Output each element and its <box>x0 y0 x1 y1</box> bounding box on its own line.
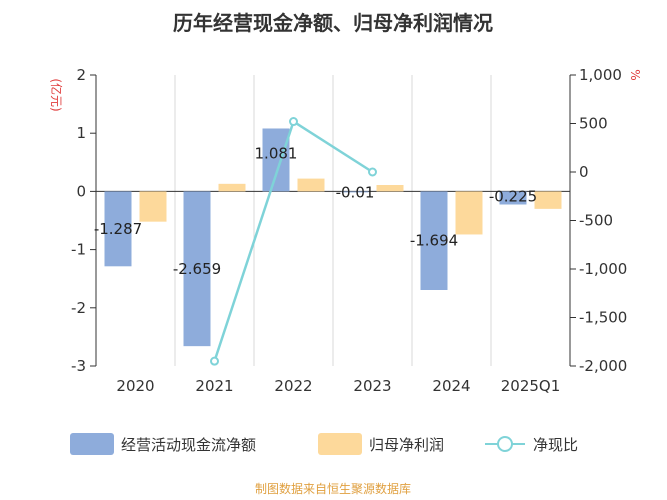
data-label-cashflow: -1.694 <box>410 232 458 250</box>
bar-profit[interactable] <box>376 184 404 192</box>
left-tick-label: 2 <box>76 66 86 84</box>
category-label: 2025Q1 <box>501 377 561 395</box>
ratio-line-segment <box>213 121 295 362</box>
chart-title: 历年经营现金净额、归母净利润情况 <box>173 11 493 35</box>
legend-marker-ratio <box>497 436 513 452</box>
data-label-cashflow: -2.659 <box>173 260 221 278</box>
ratio-point[interactable] <box>210 356 219 366</box>
grid-lines <box>95 75 571 366</box>
bar-cashflow[interactable] <box>183 191 211 347</box>
bar-cashflow[interactable] <box>341 191 369 193</box>
right-tick-label: -2,000 <box>579 357 627 375</box>
legend-swatch-profit <box>318 433 362 455</box>
left-axis-unit: (亿元) <box>49 78 64 111</box>
right-tick-label: 1,000 <box>579 66 622 84</box>
legend: 经营活动现金流净额 归母净利润 净现比 <box>70 433 578 455</box>
right-tick-label: 500 <box>579 115 608 133</box>
category-label: 2020 <box>116 377 154 395</box>
data-label-cashflow: -1.287 <box>94 220 142 238</box>
bar-profit[interactable] <box>297 178 325 192</box>
category-label: 2024 <box>432 377 470 395</box>
data-label-cashflow: 1.081 <box>255 144 298 162</box>
legend-item-cashflow[interactable]: 经营活动现金流净额 <box>70 433 256 455</box>
bars <box>104 128 562 347</box>
right-tick-label: 0 <box>579 163 589 181</box>
data-label-cashflow: -0.225 <box>489 187 537 205</box>
left-tick-label: -3 <box>71 357 86 375</box>
left-tick-label: -1 <box>71 241 86 259</box>
ratio-line-layer <box>210 117 377 366</box>
bar-cashflow[interactable] <box>420 191 448 290</box>
category-label: 2023 <box>353 377 391 395</box>
bar-profit[interactable] <box>139 191 167 222</box>
ratio-line-segment <box>292 120 374 174</box>
ratio-point[interactable] <box>368 167 377 177</box>
bar-cashflow[interactable] <box>262 128 290 192</box>
ratio-point[interactable] <box>289 117 298 127</box>
legend-label-profit: 归母净利润 <box>369 436 444 454</box>
bar-profit[interactable] <box>218 183 246 192</box>
axes: 2 1 0 -1 -2 -3 1,000 500 0 -500 -1,000 -1,500 -2,000… <box>71 66 627 395</box>
legend-label-cashflow: 经营活动现金流净额 <box>121 436 256 454</box>
bar-cashflow[interactable] <box>499 191 527 205</box>
legend-label-ratio: 净现比 <box>533 436 578 454</box>
right-tick-label: -1,000 <box>579 260 627 278</box>
right-tick-label: -1,500 <box>579 309 627 327</box>
left-tick-label: -2 <box>71 299 86 317</box>
legend-swatch-cashflow <box>70 433 114 455</box>
category-label: 2021 <box>195 377 233 395</box>
category-label: 2022 <box>274 377 312 395</box>
bar-profit[interactable] <box>455 191 483 235</box>
legend-item-ratio[interactable]: 净现比 <box>485 436 578 454</box>
footer-source: 制图数据来自恒生聚源数据库 <box>255 481 411 496</box>
left-tick-label: 1 <box>76 124 86 142</box>
bar-profit[interactable] <box>534 191 562 209</box>
bar-cashflow[interactable] <box>104 191 132 267</box>
legend-item-profit[interactable]: 归母净利润 <box>318 433 444 455</box>
data-label-cashflow: -0.01 <box>336 183 375 201</box>
right-axis-unit: % <box>628 69 642 80</box>
left-tick-label: 0 <box>76 182 86 200</box>
right-tick-label: -500 <box>579 212 613 230</box>
data-labels: -1.287 -2.659 1.081 -0.01 -1.694 -0.225 <box>94 144 537 277</box>
